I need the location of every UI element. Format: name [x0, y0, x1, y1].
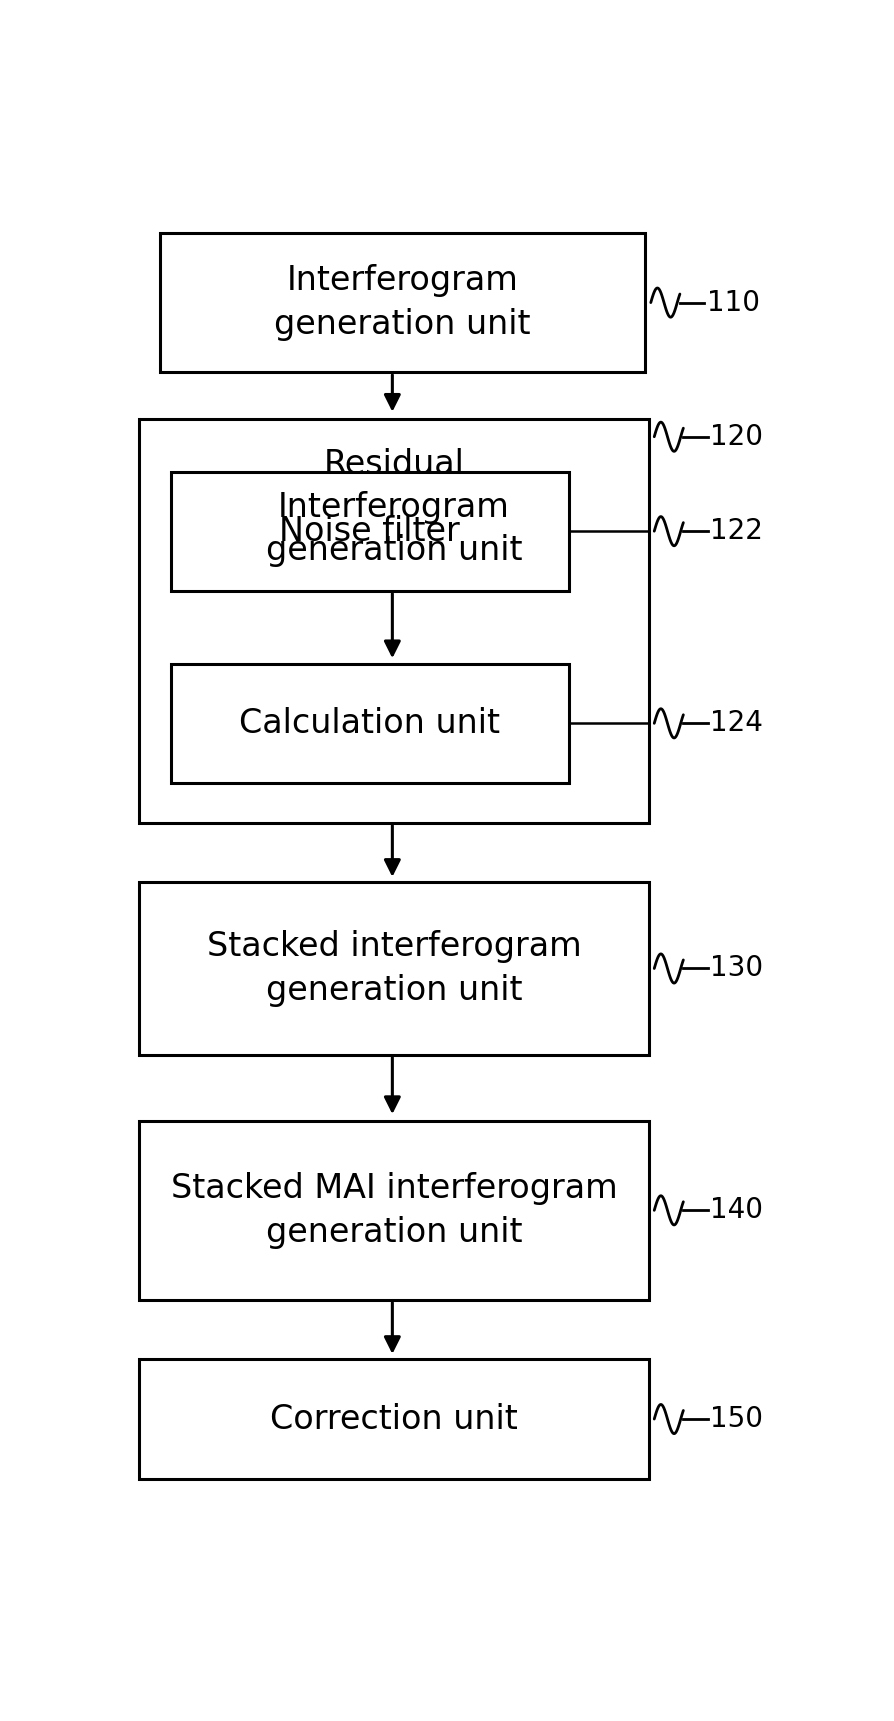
FancyBboxPatch shape [139, 418, 649, 823]
Text: Calculation unit: Calculation unit [240, 707, 501, 740]
Text: Correction unit: Correction unit [270, 1403, 518, 1435]
Text: 122: 122 [711, 518, 763, 546]
FancyBboxPatch shape [139, 1120, 649, 1299]
FancyBboxPatch shape [139, 883, 649, 1055]
Text: 140: 140 [711, 1196, 763, 1224]
Text: 120: 120 [711, 423, 763, 451]
Text: Noise filter: Noise filter [280, 515, 460, 547]
Text: 124: 124 [711, 709, 763, 737]
Text: Stacked MAI interferogram
generation unit: Stacked MAI interferogram generation uni… [171, 1172, 618, 1248]
FancyBboxPatch shape [160, 232, 645, 372]
FancyBboxPatch shape [171, 664, 569, 783]
Text: Residual
Interferogram
generation unit: Residual Interferogram generation unit [266, 447, 522, 568]
FancyBboxPatch shape [171, 472, 569, 590]
FancyBboxPatch shape [139, 1360, 649, 1478]
Text: 150: 150 [711, 1404, 763, 1434]
Text: Stacked interferogram
generation unit: Stacked interferogram generation unit [207, 931, 581, 1007]
Text: 130: 130 [711, 955, 763, 983]
Text: Interferogram
generation unit: Interferogram generation unit [274, 265, 531, 341]
Text: 110: 110 [707, 289, 760, 317]
